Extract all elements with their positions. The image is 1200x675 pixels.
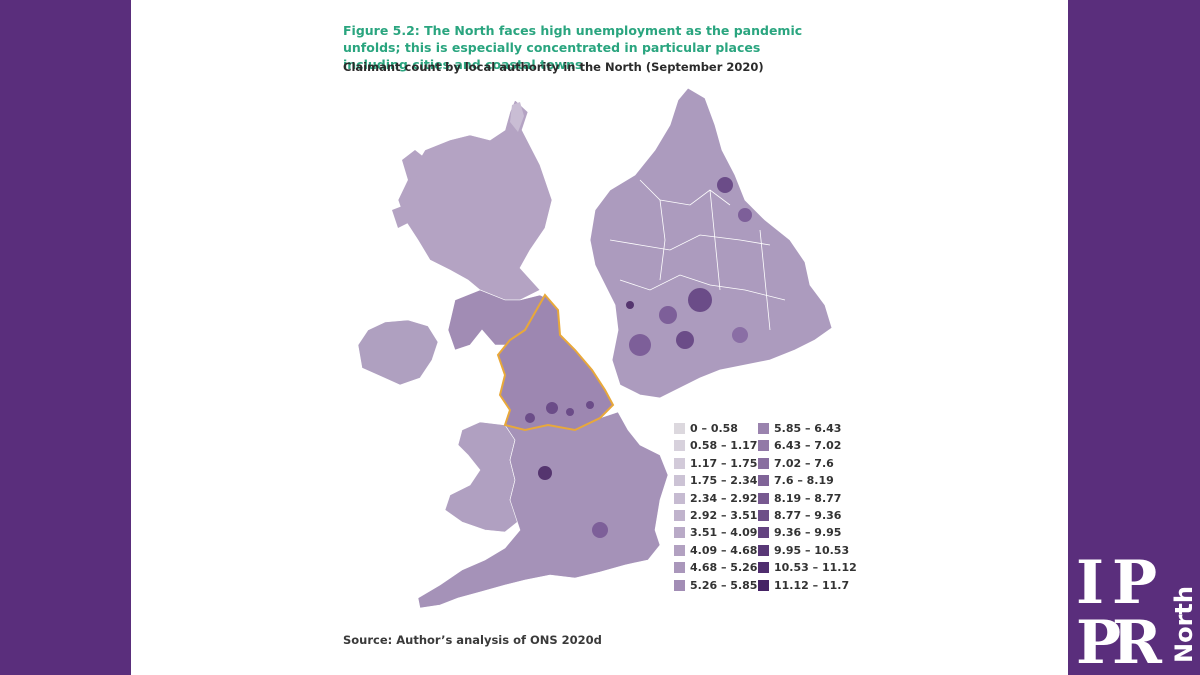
legend-swatch [758, 527, 769, 539]
legend-label: 2.92 – 3.51 [690, 509, 758, 522]
legend-item: 7.6 – 8.19 [758, 472, 834, 489]
map-legend: 0 – 0.58 0.58 – 1.17 1.17 – 1.75 1.75 – 2.3… [674, 420, 864, 610]
logo-letter-p1: P [1112, 548, 1157, 618]
legend-label: 0 – 0.58 [690, 422, 738, 435]
map-inset-subregions [609, 179, 786, 331]
legend-item: 6.43 – 7.02 [758, 437, 841, 454]
map-inset-north-of-england [589, 87, 833, 399]
legend-item: 5.26 – 5.85 [674, 577, 757, 594]
legend-item: 9.36 – 9.95 [758, 524, 841, 541]
legend-item: 2.34 – 2.92 [674, 490, 757, 507]
legend-label: 10.53 – 11.12 [774, 561, 857, 575]
legend-swatch [674, 457, 685, 469]
legend-swatch [758, 492, 769, 504]
source-note: Source: Author’s analysis of ONS 2020d [343, 633, 602, 647]
legend-swatch [758, 440, 769, 452]
legend-swatch [674, 544, 685, 556]
map-inset-hotspots [626, 177, 752, 356]
map-region-north-of-england [496, 293, 615, 432]
legend-item: 5.85 – 6.43 [758, 420, 841, 437]
legend-item: 1.75 – 2.34 [674, 472, 757, 489]
legend-swatch [758, 544, 769, 556]
legend-swatch [758, 510, 769, 521]
legend-item: 0 – 0.58 [674, 420, 738, 437]
legend-label: 6.43 – 7.02 [774, 439, 842, 453]
legend-label: 1.17 – 1.75 [690, 456, 758, 470]
right-brand-bar [1068, 0, 1200, 675]
map-region-shetland [510, 102, 524, 132]
legend-label: 0.58 – 1.17 [690, 439, 758, 453]
legend-swatch [674, 475, 685, 487]
legend-item: 4.09 – 4.68 [674, 542, 757, 559]
logo-letter-r: R [1112, 608, 1163, 667]
legend-label: 7.02 – 7.6 [774, 456, 834, 470]
legend-item: 4.68 – 5.26 [674, 559, 757, 576]
map-region-wales [444, 421, 521, 533]
map-hotspots [525, 401, 608, 538]
legend-label: 3.51 – 4.09 [690, 526, 758, 540]
logo-letter-p2: P [1076, 608, 1121, 667]
logo-letter-i: I [1076, 548, 1104, 618]
legend-label: 7.6 – 8.19 [774, 474, 834, 488]
legend-item: 3.51 – 4.09 [674, 524, 757, 541]
legend-item: 9.95 – 10.53 [758, 542, 849, 559]
legend-label: 5.26 – 5.85 [690, 578, 758, 592]
legend-swatch [674, 510, 685, 521]
map-region-islands [392, 150, 425, 228]
legend-swatch [758, 457, 769, 469]
legend-swatch [674, 527, 685, 539]
legend-label: 8.19 – 8.77 [774, 491, 842, 505]
legend-swatch [674, 440, 685, 452]
legend-label: 1.75 – 2.34 [690, 474, 758, 488]
legend-item: 8.19 – 8.77 [758, 490, 841, 507]
legend-label: 5.85 – 6.43 [774, 422, 842, 435]
figure-subtitle: Claimant count by local authority in the… [343, 60, 764, 74]
legend-label: 4.68 – 5.26 [690, 561, 758, 575]
legend-swatch [758, 475, 769, 487]
legend-label: 4.09 – 4.68 [690, 543, 758, 557]
legend-item: 7.02 – 7.6 [758, 455, 834, 472]
legend-item: 11.12 – 11.7 [758, 577, 849, 594]
map-region-england-south [417, 411, 669, 609]
legend-label: 9.95 – 10.53 [774, 543, 850, 557]
logo-word-north: North [1170, 586, 1197, 663]
legend-label: 11.12 – 11.7 [774, 578, 850, 592]
map-region-northern-ireland [357, 319, 439, 386]
legend-swatch [674, 579, 685, 591]
legend-label: 8.77 – 9.36 [774, 509, 842, 522]
legend-swatch [674, 492, 685, 504]
left-brand-bar [0, 0, 131, 675]
legend-item: 0.58 – 1.17 [674, 437, 757, 454]
figure-title: Figure 5.2: The North faces high unemplo… [343, 23, 803, 72]
legend-swatch [758, 562, 769, 574]
legend-item: 2.92 – 3.51 [674, 507, 757, 524]
legend-label: 2.34 – 2.92 [690, 491, 758, 505]
legend-item: 1.17 – 1.75 [674, 455, 757, 472]
legend-swatch [674, 562, 685, 574]
ippr-north-logo: I P P R North [1076, 548, 1197, 667]
legend-item: 10.53 – 11.12 [758, 559, 857, 576]
legend-item: 8.77 – 9.36 [758, 507, 841, 524]
legend-label: 9.36 – 9.95 [774, 526, 842, 540]
legend-swatch [758, 579, 769, 591]
legend-swatch [758, 423, 769, 434]
legend-swatch [674, 423, 685, 434]
